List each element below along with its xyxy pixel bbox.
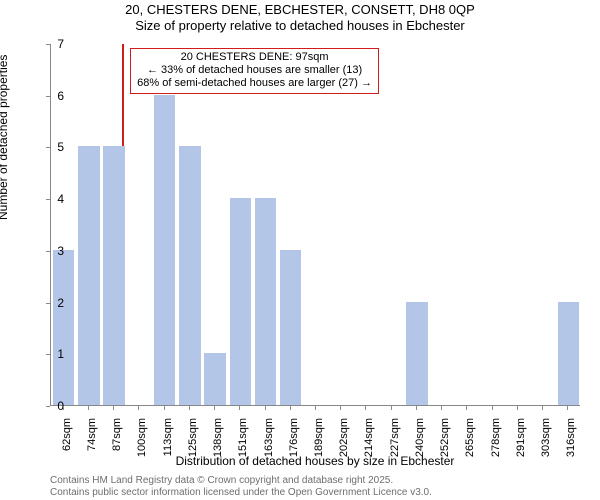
x-tick-mark: [265, 406, 266, 410]
x-tick-mark: [63, 406, 64, 410]
x-tick-mark: [416, 406, 417, 410]
x-tick-label: 265sqm: [464, 418, 476, 478]
y-tick-mark: [46, 147, 50, 148]
y-tick-mark: [46, 96, 50, 97]
y-tick-mark: [46, 44, 50, 45]
x-tick-mark: [189, 406, 190, 410]
x-tick-label: 163sqm: [263, 418, 275, 478]
footer-attribution: Contains HM Land Registry data © Crown c…: [50, 475, 432, 498]
x-tick-label: 176sqm: [288, 418, 300, 478]
x-tick-label: 74sqm: [86, 418, 98, 478]
x-tick-label: 252sqm: [439, 418, 451, 478]
x-tick-label: 100sqm: [136, 418, 148, 478]
x-tick-label: 202sqm: [338, 418, 350, 478]
x-tick-mark: [441, 406, 442, 410]
x-tick-mark: [138, 406, 139, 410]
x-tick-mark: [542, 406, 543, 410]
title-line-2: Size of property relative to detached ho…: [0, 18, 600, 34]
bar: [230, 198, 251, 405]
anno-line-1: 20 CHESTERS DENE: 97sqm: [137, 51, 372, 64]
y-tick-mark: [46, 303, 50, 304]
anno-line-2: ← 33% of detached houses are smaller (13…: [137, 64, 372, 77]
bar: [558, 302, 579, 405]
y-tick-mark: [46, 354, 50, 355]
title-line-1: 20, CHESTERS DENE, EBCHESTER, CONSETT, D…: [0, 2, 600, 18]
x-tick-mark: [517, 406, 518, 410]
bar: [280, 250, 301, 405]
x-tick-mark: [315, 406, 316, 410]
x-tick-label: 151sqm: [237, 418, 249, 478]
x-tick-mark: [391, 406, 392, 410]
x-tick-mark: [365, 406, 366, 410]
x-tick-mark: [88, 406, 89, 410]
x-tick-mark: [466, 406, 467, 410]
x-tick-mark: [164, 406, 165, 410]
x-tick-mark: [492, 406, 493, 410]
bar: [78, 146, 99, 405]
x-tick-label: 138sqm: [212, 418, 224, 478]
x-tick-label: 189sqm: [313, 418, 325, 478]
chart-title: 20, CHESTERS DENE, EBCHESTER, CONSETT, D…: [0, 2, 600, 35]
bar: [406, 302, 427, 405]
x-tick-label: 291sqm: [515, 418, 527, 478]
x-tick-label: 227sqm: [389, 418, 401, 478]
x-tick-mark: [239, 406, 240, 410]
x-tick-mark: [567, 406, 568, 410]
anno-line-3: 68% of semi-detached houses are larger (…: [137, 77, 372, 90]
x-tick-label: 62sqm: [61, 418, 73, 478]
histogram-chart: 20, CHESTERS DENE, EBCHESTER, CONSETT, D…: [0, 0, 600, 500]
x-tick-label: 303sqm: [540, 418, 552, 478]
bar: [204, 353, 225, 405]
bar: [255, 198, 276, 405]
x-tick-mark: [214, 406, 215, 410]
bar: [154, 95, 175, 405]
x-tick-label: 240sqm: [414, 418, 426, 478]
x-tick-label: 125sqm: [187, 418, 199, 478]
bar: [53, 250, 74, 405]
x-tick-mark: [340, 406, 341, 410]
x-tick-label: 87sqm: [111, 418, 123, 478]
x-tick-label: 113sqm: [162, 418, 174, 478]
y-tick-mark: [46, 251, 50, 252]
x-tick-label: 316sqm: [565, 418, 577, 478]
y-axis-label: Number of detached properties: [0, 55, 10, 220]
x-tick-label: 214sqm: [363, 418, 375, 478]
y-tick-mark: [46, 406, 50, 407]
footer-line-2: Contains public sector information licen…: [50, 487, 432, 499]
plot-area: 20 CHESTERS DENE: 97sqm ← 33% of detache…: [50, 44, 580, 406]
x-tick-label: 278sqm: [490, 418, 502, 478]
bar: [179, 146, 200, 405]
x-tick-mark: [113, 406, 114, 410]
annotation-box: 20 CHESTERS DENE: 97sqm ← 33% of detache…: [130, 48, 379, 94]
y-tick-mark: [46, 199, 50, 200]
x-tick-mark: [290, 406, 291, 410]
bar: [103, 146, 124, 405]
